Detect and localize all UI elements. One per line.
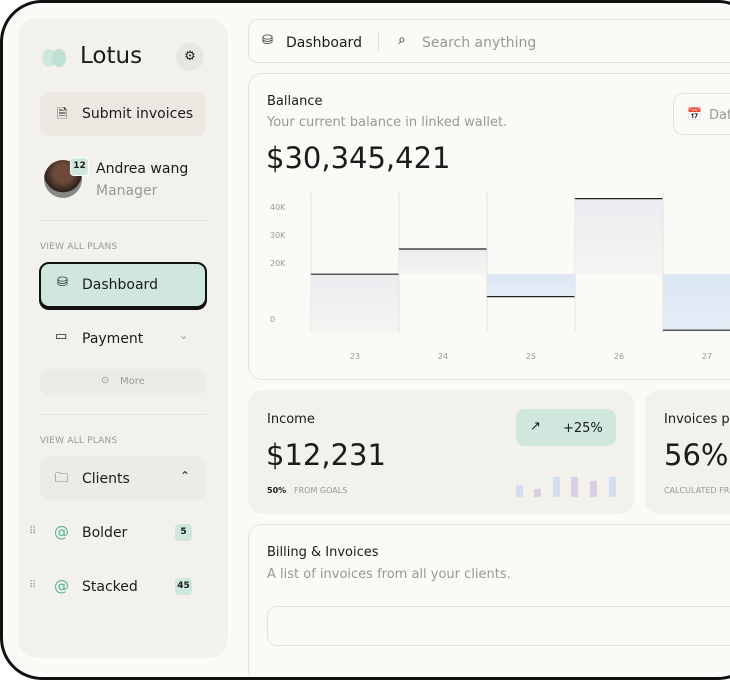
topbar-page: Dashboard	[286, 35, 362, 51]
icon: @	[54, 523, 69, 541]
card-title: Ballance	[267, 94, 323, 109]
client-name[interactable]: Stacked	[82, 579, 138, 595]
income-amount: $12,231	[266, 438, 386, 472]
caret: ⌃	[180, 469, 191, 483]
topbar	[248, 19, 730, 63]
icon: ↗	[530, 419, 541, 434]
invoices-card	[645, 390, 730, 514]
submit-button[interactable]	[40, 92, 206, 136]
date-button[interactable]	[673, 93, 730, 135]
invoices-note: CALCULATED FROM	[664, 486, 730, 495]
date-label: Date	[709, 108, 730, 123]
bar	[399, 249, 487, 275]
x-tick-label: 25	[526, 352, 536, 361]
chevron[interactable]: ⌄	[179, 329, 189, 342]
card-title: Billing & Invoices	[267, 545, 379, 560]
group-label: Clients	[82, 471, 130, 487]
brand: Lotus	[80, 43, 143, 69]
badge: 12	[70, 157, 89, 176]
balance-chart: 40K 30K 20K 0 23 24 25 26 27	[270, 193, 730, 361]
mini-bars	[516, 477, 616, 497]
drag-handle: ⠿	[29, 526, 37, 537]
count-badge: 5	[175, 524, 192, 541]
x-tick-label: 23	[350, 352, 360, 361]
y-tick-label: 40K	[270, 203, 286, 212]
nav-item-active[interactable]	[39, 262, 207, 308]
divider	[40, 414, 206, 415]
icon: ▭	[55, 329, 68, 344]
nav-label: Dashboard	[82, 277, 158, 293]
x-tick-label: 24	[438, 352, 448, 361]
button-label: Submit invoices	[82, 106, 194, 122]
drag-handle: ⠿	[29, 580, 37, 591]
goal-value: 50%	[267, 486, 287, 495]
clients-group[interactable]	[40, 456, 206, 500]
bar	[663, 274, 730, 331]
icon: ⛁	[57, 275, 68, 290]
divider	[40, 220, 206, 221]
user-name: Andrea wang	[96, 161, 189, 177]
user-role: Manager	[96, 183, 158, 199]
icon: ⌕	[398, 32, 406, 48]
search-input[interactable]: Search anything	[422, 35, 537, 51]
card-title: Income	[267, 412, 315, 427]
count-badge: 45	[175, 578, 192, 595]
bar	[575, 198, 663, 275]
bar	[311, 274, 399, 333]
icon: 📅	[687, 107, 702, 121]
nav-label[interactable]: Payment	[82, 331, 144, 347]
invoices-amount: 56%	[664, 438, 729, 472]
billing-search[interactable]	[267, 606, 730, 646]
card-subtitle: Your current balance in linked wallet.	[267, 115, 508, 130]
bar	[487, 274, 575, 297]
icon: ⊙	[101, 375, 110, 386]
change-label: +25%	[563, 421, 603, 436]
change-pill	[516, 409, 616, 446]
billing-card	[248, 524, 730, 677]
y-tick-label: 30K	[270, 231, 286, 240]
section-label: VIEW ALL PLANS	[40, 436, 118, 446]
client-name[interactable]: Bolder	[82, 525, 128, 541]
card-title: Invoices paid	[664, 412, 730, 427]
more-button[interactable]	[40, 369, 206, 395]
goal-text: FROM GOALS	[294, 486, 348, 495]
settings-button[interactable]: ⚙	[176, 43, 204, 71]
balance-card	[248, 73, 730, 380]
icon: @	[54, 577, 69, 595]
section-label: VIEW ALL PLANS	[40, 242, 118, 252]
balance-amount: $30,345,421	[266, 141, 451, 175]
x-tick-label: 26	[614, 352, 624, 361]
y-tick-label: 0	[270, 315, 275, 324]
more-label: More	[120, 376, 145, 387]
x-tick-label: 27	[702, 352, 712, 361]
icon: 🗎	[57, 107, 68, 122]
divider	[378, 31, 379, 51]
y-tick-label: 20K	[270, 259, 286, 268]
card-subtitle: A list of invoices from all your clients…	[267, 567, 511, 582]
icon: ⛁	[262, 33, 273, 48]
icon: 🗀	[55, 471, 69, 486]
logo	[42, 49, 66, 67]
